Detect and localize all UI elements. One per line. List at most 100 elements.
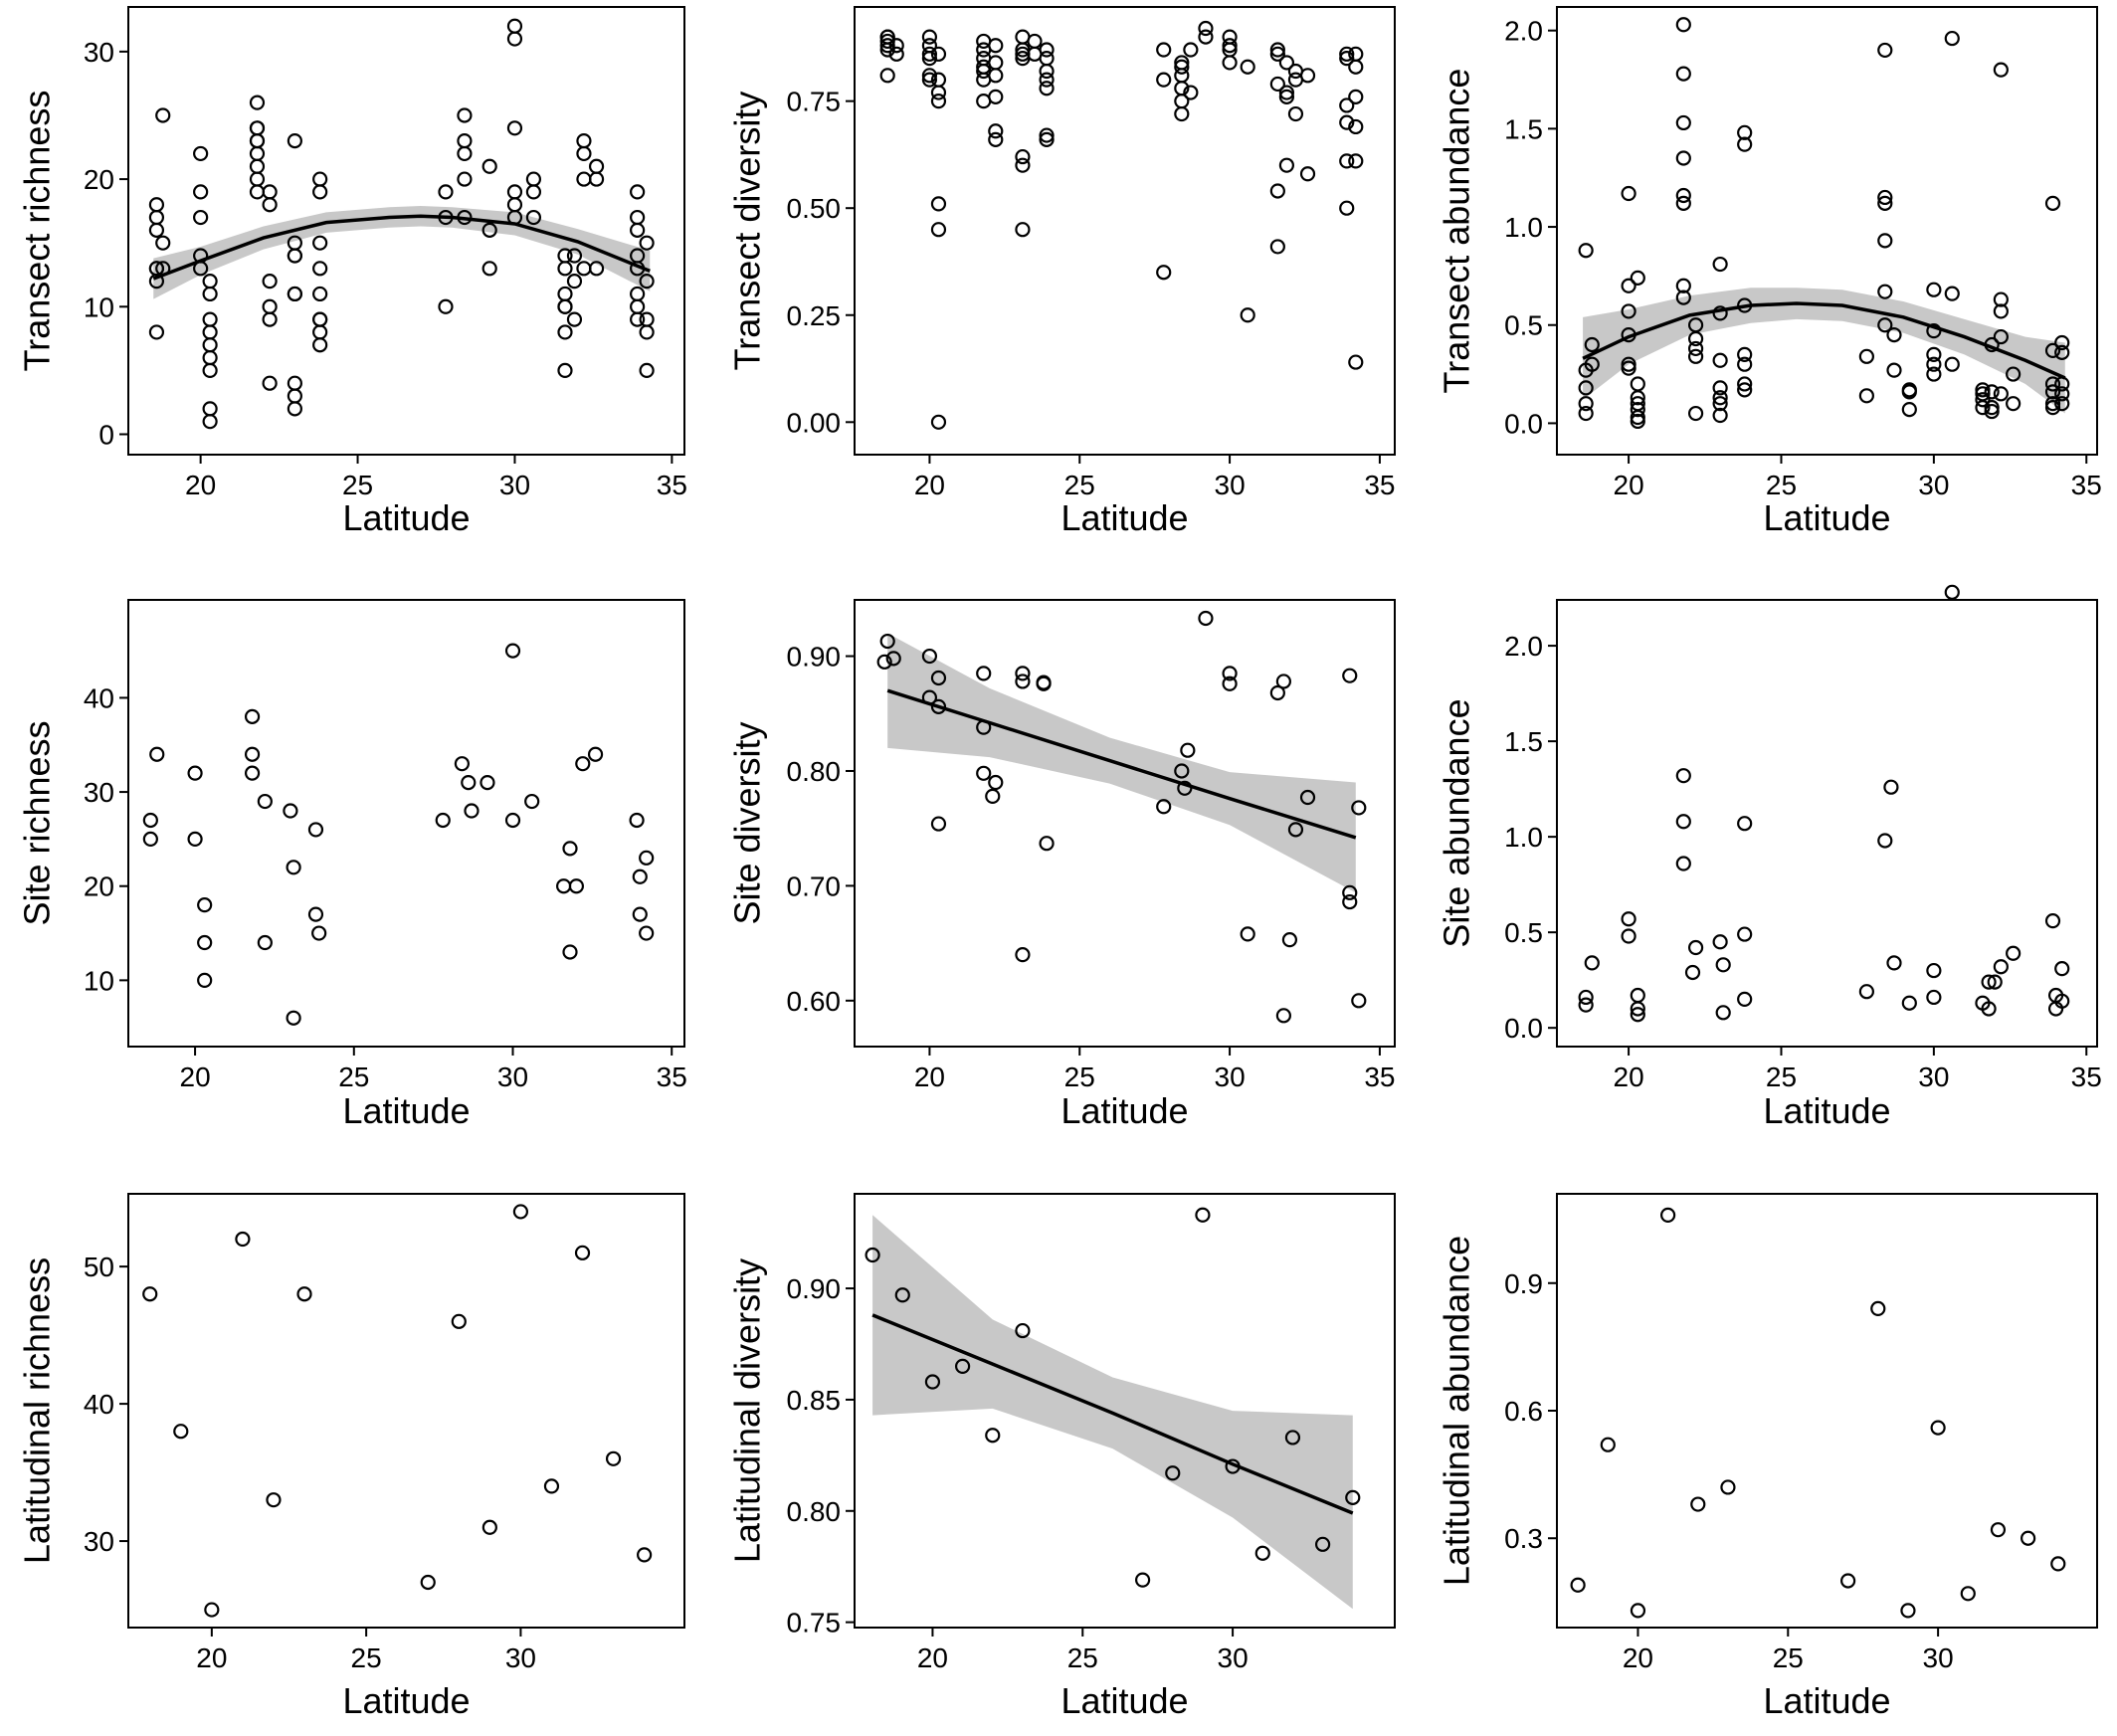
y-tick-label: 10 [84,291,114,322]
point [1621,911,1636,927]
point [481,222,497,238]
x-axis-title: Latitude [342,1090,470,1131]
point [1039,131,1055,147]
point [639,311,655,327]
point [148,209,165,226]
point [2054,386,2070,402]
panel: 20 25 30 35 0.0 0.5 1.0 1.5 2.0 Latitude Site abun… [1437,584,2102,1131]
point [1339,200,1355,216]
point [1183,85,1199,100]
point [1712,396,1728,412]
point [1180,742,1196,758]
point [930,816,947,832]
point [1877,317,1893,333]
point [1630,390,1645,406]
point [1630,402,1645,418]
plot-frame [127,599,685,1048]
point [506,120,523,136]
x-tick-label: 25 [338,1061,369,1092]
point [1975,400,1991,416]
point [1269,76,1285,93]
point [438,184,454,200]
point [576,133,592,149]
y-axis-title: Latitudinal diversity [727,1258,768,1563]
point [506,197,523,213]
point [630,298,646,314]
fit-line [871,1313,1354,1515]
point [1278,85,1295,100]
point [202,401,218,417]
point [988,123,1004,139]
point [865,1247,880,1263]
point [287,401,302,417]
point [2044,913,2061,929]
y-tick-label: 0.9 [1504,1268,1543,1299]
y-tick-label: 0.85 [787,1385,842,1416]
y-axis-title: Transect diversity [727,92,768,371]
point [1630,270,1645,286]
point [262,375,278,391]
y-axis-title: Site abundance [1437,698,1477,947]
point [639,925,655,941]
point [1339,153,1355,169]
point [1944,30,1960,47]
point [605,1450,622,1466]
point [639,324,655,340]
point [1675,856,1691,871]
y-tick-label: 40 [84,1389,114,1420]
point [1993,291,2009,307]
point [885,651,901,667]
point [1287,822,1304,838]
point [1174,763,1190,779]
point [1278,55,1295,71]
point [1174,68,1190,84]
point [249,171,266,187]
x-tick-label: 30 [1215,1061,1246,1092]
point [930,698,947,714]
point [1299,68,1316,84]
point [1584,336,1600,353]
y-tick-label: 0 [98,419,114,450]
x-axis-title: Latitude [1060,497,1188,538]
plot-frame [1556,599,2098,1048]
point [1578,989,1594,1006]
x-tick-label: 20 [914,470,945,500]
point [2054,334,2070,351]
point [2044,195,2061,211]
point [1015,222,1031,238]
point [1993,303,2009,319]
point [1015,674,1031,689]
point [312,261,328,277]
point [1269,239,1285,255]
point [2044,342,2061,358]
point [173,1424,189,1440]
x-tick-label: 30 [1923,1642,1954,1673]
point [257,793,273,810]
point [148,197,165,213]
point [574,1245,591,1260]
panel: 20 25 30 0.3 0.6 0.9 Latitude Latitudinal abund… [1437,1193,2098,1721]
point [1269,46,1285,62]
point [1342,668,1358,683]
point [525,209,542,226]
point [1195,1207,1211,1223]
point [1926,356,1942,372]
point [202,286,218,302]
point [283,803,298,819]
point [1886,327,1902,343]
point [1630,1001,1645,1017]
point [2021,1530,2036,1546]
point [1254,1545,1270,1561]
point [1039,51,1055,67]
point [575,756,591,772]
point [2054,344,2070,360]
point [202,414,218,430]
x-tick-label: 25 [1064,470,1095,500]
x-tick-label: 25 [1766,470,1797,500]
point [1134,1572,1151,1588]
point [420,1574,436,1591]
point [2054,993,2070,1009]
point [879,29,895,45]
point [312,324,328,340]
y-tick-label: 0.5 [1504,310,1543,341]
